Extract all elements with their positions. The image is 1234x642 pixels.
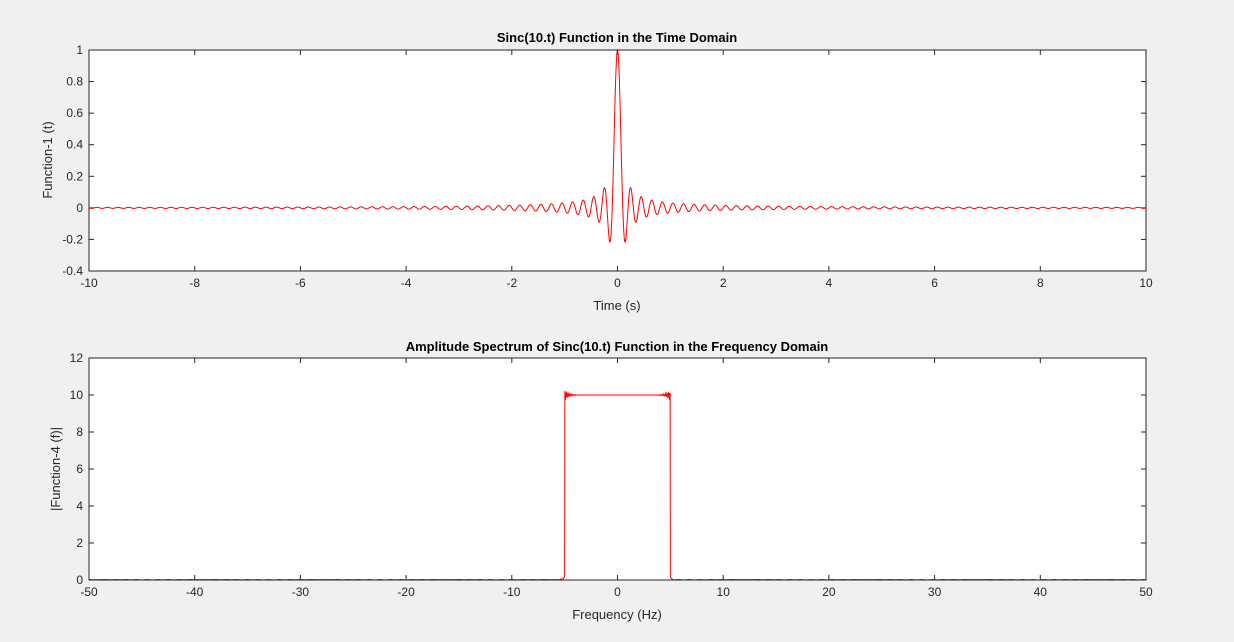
x-tick-label: -20	[397, 585, 415, 599]
y-tick-label: 4	[76, 499, 83, 513]
x-tick-label: 0	[614, 276, 621, 290]
x-tick-label: -50	[80, 585, 98, 599]
x-tick-label: 20	[822, 585, 836, 599]
x-tick-label: 4	[826, 276, 833, 290]
y-axis-label: Function-1 (t)	[40, 121, 55, 198]
x-tick-label: 2	[720, 276, 727, 290]
plot-area	[89, 358, 1146, 580]
x-tick-label: -10	[503, 585, 521, 599]
axes-box	[88, 357, 1147, 581]
x-tick-label: 40	[1034, 585, 1048, 599]
time-domain-axes: Sinc(10.t) Function in the Time Domain -…	[40, 30, 1153, 313]
y-tick-label: 10	[70, 388, 84, 402]
axes-box	[88, 49, 1147, 272]
y-tick-label: -0.4	[62, 264, 83, 278]
y-tick-label: 0.4	[66, 138, 83, 152]
chart-title: Amplitude Spectrum of Sinc(10.t) Functio…	[406, 339, 829, 354]
x-ticks: -50 -40 -30 -20 -10 0 10 20 30 40 50	[80, 358, 1153, 599]
chart-title: Sinc(10.t) Function in the Time Domain	[497, 30, 737, 45]
x-tick-label: 10	[1139, 276, 1153, 290]
y-ticks: -0.4 -0.2 0 0.2 0.4 0.6 0.8 1	[62, 43, 1146, 278]
x-tick-label: -4	[401, 276, 412, 290]
x-axis-label: Frequency (Hz)	[572, 607, 662, 622]
x-tick-label: -40	[186, 585, 204, 599]
y-tick-label: 12	[70, 351, 84, 365]
frequency-domain-axes: Amplitude Spectrum of Sinc(10.t) Functio…	[48, 339, 1153, 622]
y-tick-label: 0	[76, 573, 83, 587]
y-tick-label: 8	[76, 425, 83, 439]
y-tick-label: 2	[76, 536, 83, 550]
x-tick-label: -10	[80, 276, 98, 290]
x-ticks: -10 -8 -6 -4 -2 0 2 4 6 8 10	[80, 50, 1153, 290]
y-tick-label: 6	[76, 462, 83, 476]
y-tick-label: -0.2	[62, 232, 83, 246]
x-tick-label: -6	[295, 276, 306, 290]
x-tick-label: -8	[189, 276, 200, 290]
y-tick-label: 0.2	[66, 169, 83, 183]
x-tick-label: 6	[931, 276, 938, 290]
x-tick-label: 50	[1139, 585, 1153, 599]
x-tick-label: 8	[1037, 276, 1044, 290]
x-tick-label: -2	[506, 276, 517, 290]
plot-area	[89, 50, 1146, 271]
x-tick-label: 0	[614, 585, 621, 599]
x-axis-label: Time (s)	[593, 298, 640, 313]
y-axis-label: |Function-4 (f)|	[48, 427, 63, 511]
y-tick-label: 1	[76, 43, 83, 57]
x-tick-label: 30	[928, 585, 942, 599]
y-ticks: 0 2 4 6 8 10 12	[70, 351, 1146, 587]
x-tick-label: -30	[292, 585, 310, 599]
y-tick-label: 0	[76, 201, 83, 215]
x-tick-label: 10	[717, 585, 731, 599]
y-tick-label: 0.6	[66, 106, 83, 120]
y-tick-label: 0.8	[66, 75, 83, 89]
